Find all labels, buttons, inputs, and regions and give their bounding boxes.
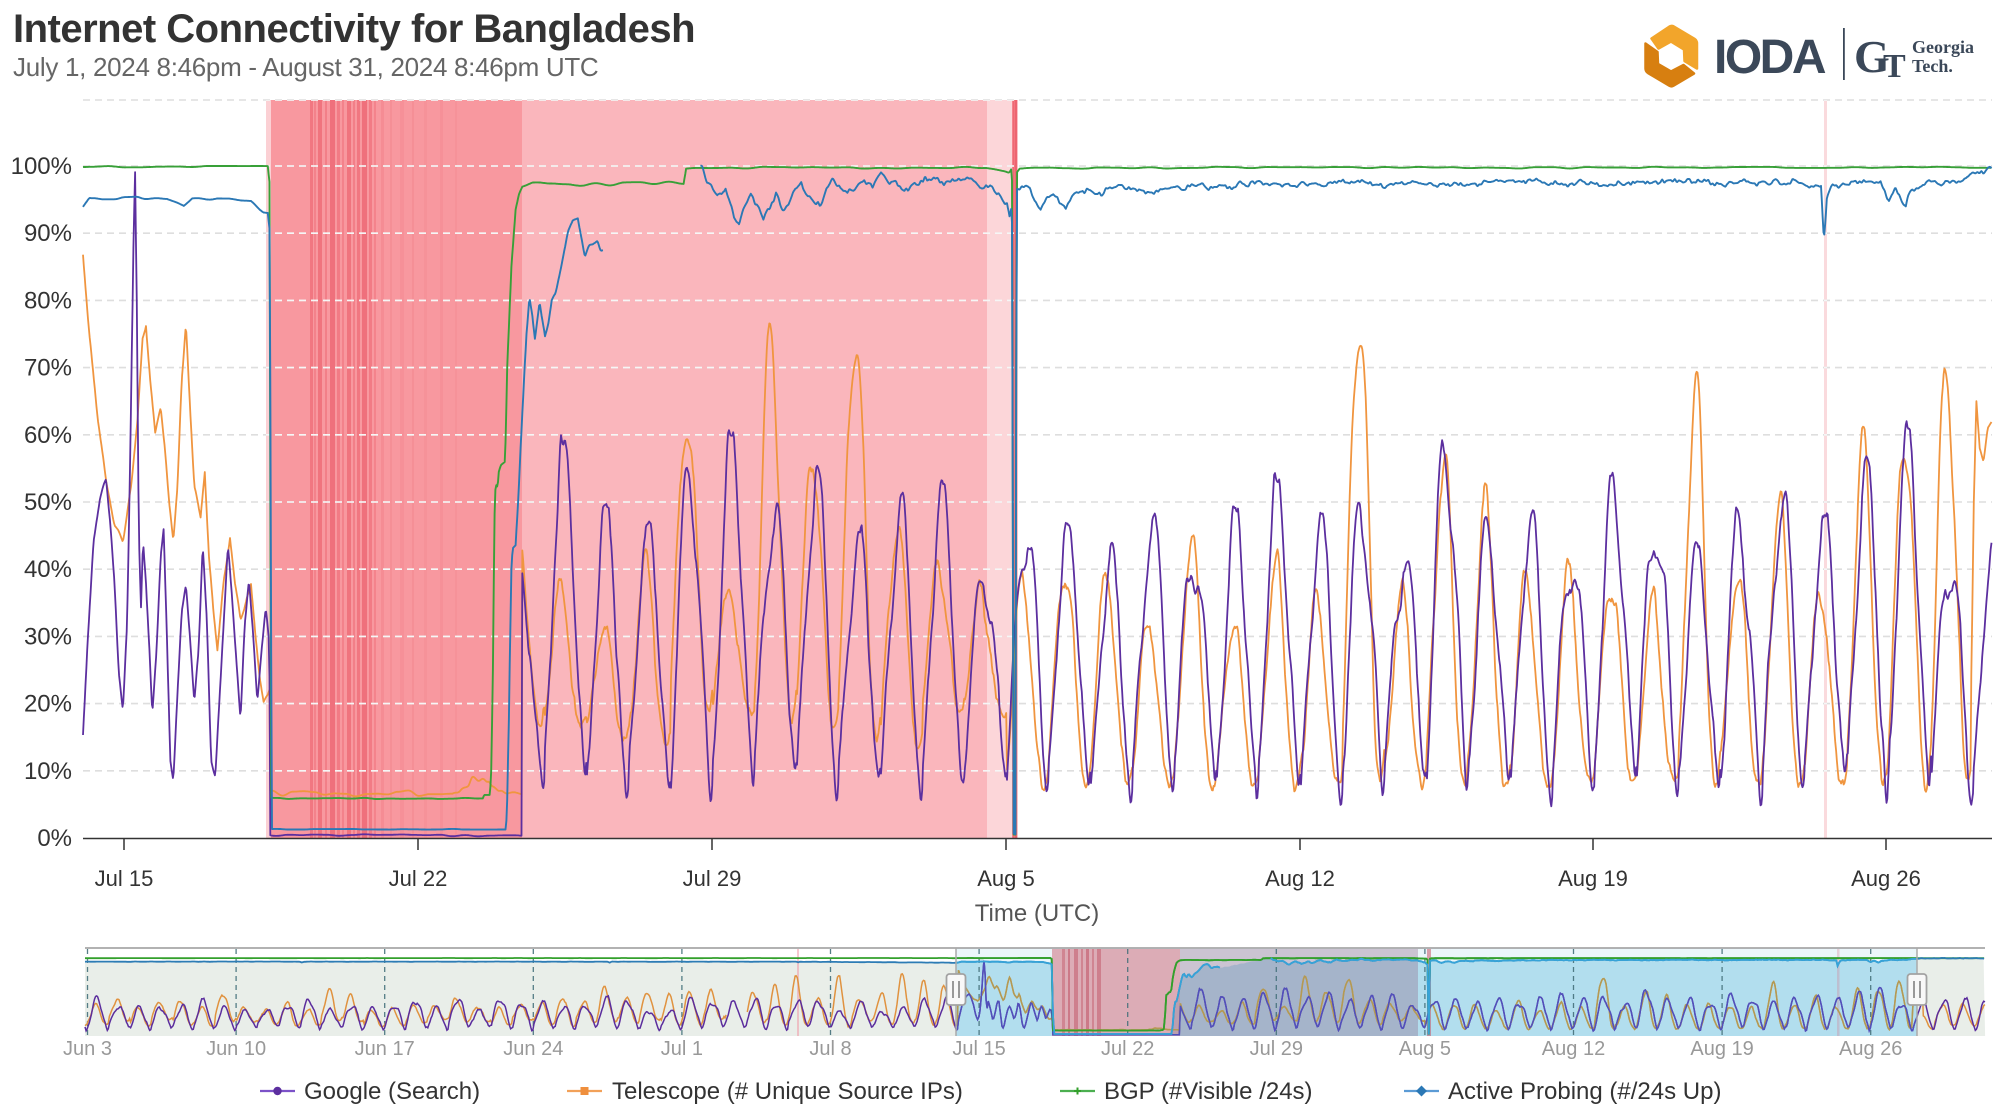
svg-text:Internet Connectivity for Bang: Internet Connectivity for Bangladesh <box>13 7 695 51</box>
svg-text:Telescope (# Unique Source IPs: Telescope (# Unique Source IPs) <box>612 1078 963 1105</box>
svg-text:T: T <box>1883 48 1906 85</box>
svg-text:20%: 20% <box>24 691 72 718</box>
svg-text:0%: 0% <box>37 825 72 852</box>
svg-text:Aug 26: Aug 26 <box>1851 866 1921 891</box>
svg-text:Jul 29: Jul 29 <box>683 866 742 891</box>
svg-text:90%: 90% <box>24 220 72 247</box>
svg-text:Aug 19: Aug 19 <box>1558 866 1628 891</box>
svg-text:Jul 22: Jul 22 <box>1101 1038 1154 1060</box>
svg-text:G: G <box>1854 31 1890 82</box>
svg-text:Jul 22: Jul 22 <box>389 866 448 891</box>
svg-text:Aug 12: Aug 12 <box>1542 1038 1605 1060</box>
svg-text:Aug 5: Aug 5 <box>977 866 1035 891</box>
svg-text:Jul 1: Jul 1 <box>661 1038 703 1060</box>
svg-text:Aug 5: Aug 5 <box>1399 1038 1451 1060</box>
svg-text:50%: 50% <box>24 489 72 516</box>
svg-text:Jul 15: Jul 15 <box>95 866 154 891</box>
svg-text:Time (UTC): Time (UTC) <box>975 900 1099 927</box>
svg-text:Aug 12: Aug 12 <box>1265 866 1335 891</box>
svg-text:30%: 30% <box>24 623 72 650</box>
svg-text:Jun 24: Jun 24 <box>503 1038 563 1060</box>
svg-text:July 1, 2024 8:46pm - August 3: July 1, 2024 8:46pm - August 31, 2024 8:… <box>13 52 598 82</box>
svg-text:BGP (#Visible /24s): BGP (#Visible /24s) <box>1104 1078 1313 1105</box>
svg-text:60%: 60% <box>24 422 72 449</box>
svg-text:40%: 40% <box>24 556 72 583</box>
svg-text:Jun 10: Jun 10 <box>206 1038 266 1060</box>
svg-text:10%: 10% <box>24 758 72 785</box>
svg-text:Jul 29: Jul 29 <box>1250 1038 1303 1060</box>
svg-text:100%: 100% <box>11 153 72 180</box>
svg-text:Jun 3: Jun 3 <box>63 1038 112 1060</box>
svg-text:Active Probing (#/24s Up): Active Probing (#/24s Up) <box>1448 1078 1721 1105</box>
svg-text:Tech.: Tech. <box>1912 56 1953 76</box>
svg-text:80%: 80% <box>24 287 72 314</box>
svg-text:Aug 19: Aug 19 <box>1690 1038 1753 1060</box>
svg-text:Aug 26: Aug 26 <box>1839 1038 1902 1060</box>
svg-text:Georgia: Georgia <box>1912 37 1974 57</box>
svg-text:Google (Search): Google (Search) <box>304 1078 480 1105</box>
svg-text:Jul 15: Jul 15 <box>952 1038 1005 1060</box>
svg-text:70%: 70% <box>24 355 72 382</box>
svg-text:Jun 17: Jun 17 <box>355 1038 415 1060</box>
svg-text:Jul 8: Jul 8 <box>809 1038 851 1060</box>
svg-text:IODA: IODA <box>1714 31 1826 84</box>
